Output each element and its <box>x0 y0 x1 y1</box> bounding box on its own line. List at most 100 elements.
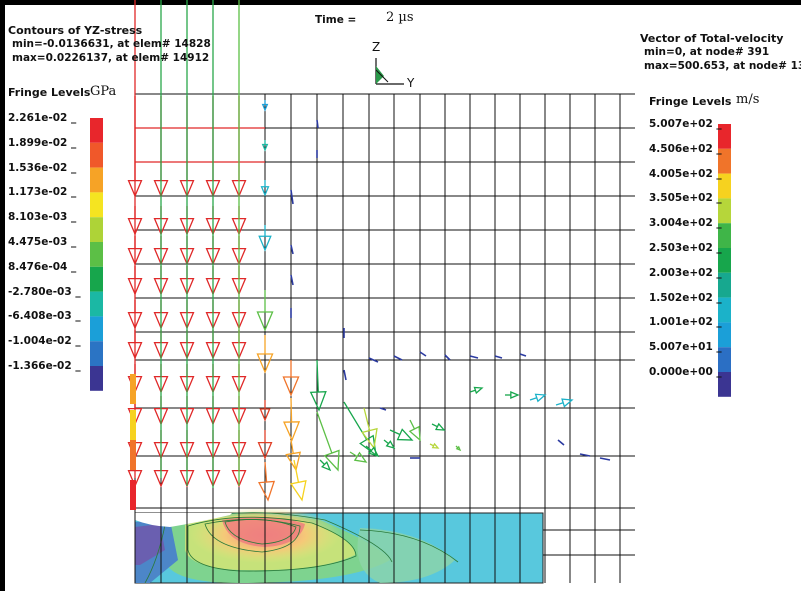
velocity-vector <box>290 274 294 286</box>
axis-triad <box>375 58 404 85</box>
vector-max: max=500.653, at node# 1339 <box>644 60 801 72</box>
velocity-vector <box>258 461 276 502</box>
left-legend-unit: GPa <box>90 84 117 99</box>
legend-level-label: 1.001e+02 _ <box>649 316 722 329</box>
velocity-vector <box>469 355 479 359</box>
velocity-vector <box>316 411 340 472</box>
velocity-vector <box>349 451 368 463</box>
velocity-vector <box>389 428 414 441</box>
velocity-vector <box>379 407 387 411</box>
legend-color-swatch <box>718 124 731 149</box>
legend-level-label: 8.476e-04 _ <box>8 260 77 273</box>
velocity-vector <box>455 445 462 452</box>
legend-level-label: 3.004e+02 _ <box>649 217 722 230</box>
legend-color-swatch <box>90 242 103 267</box>
edge-fringe-mark <box>130 374 136 404</box>
contour-title: Contours of YZ-stress <box>8 24 143 37</box>
legend-level-label: 0.000e+00 _ <box>649 366 722 378</box>
velocity-vector <box>258 225 272 252</box>
right-legend-title: Fringe Levels <box>649 95 732 108</box>
mesh-grid <box>134 93 635 583</box>
legend-level-label: 2.503e+02 _ <box>649 242 722 254</box>
vector-title: Vector of Total-velocity <box>640 32 784 45</box>
velocity-vector <box>519 353 527 357</box>
velocity-vector <box>579 453 591 457</box>
velocity-vector <box>316 119 319 129</box>
velocity-vector <box>393 355 403 361</box>
vector-min: min=0, at node# 391 <box>644 46 770 58</box>
velocity-legend-bar <box>718 124 731 397</box>
velocity-vector <box>343 401 377 457</box>
legend-level-label: 4.475e-03 _ <box>8 236 77 248</box>
velocity-vector <box>431 422 446 431</box>
velocity-vector <box>368 357 379 363</box>
legend-color-swatch <box>90 366 103 391</box>
velocity-vector <box>444 354 451 361</box>
velocity-vector <box>557 439 565 446</box>
time-label: Time = <box>315 14 357 26</box>
triad-z-label: Z <box>372 40 381 54</box>
velocity-vector <box>555 398 574 408</box>
legend-color-swatch <box>90 167 103 193</box>
legend-level-label: 3.505e+02 _ <box>649 192 722 205</box>
velocity-vector <box>361 407 378 450</box>
velocity-vector <box>529 393 547 403</box>
stress-contour-strip <box>134 507 544 584</box>
left-legend-title: Fringe Levels <box>8 86 91 99</box>
velocity-vector <box>365 445 380 458</box>
legend-color-swatch <box>718 322 731 348</box>
legend-level-label: 8.103e-03 _ <box>8 211 77 224</box>
velocity-vector <box>260 180 270 197</box>
legend-color-swatch <box>718 148 731 174</box>
velocity-vector <box>257 430 273 460</box>
velocity-vector <box>494 355 503 359</box>
edge-fringe-mark <box>130 410 136 440</box>
velocity-vector <box>383 439 396 450</box>
velocity-vector <box>290 189 294 205</box>
velocity-vector <box>599 457 611 461</box>
velocity-vector <box>309 359 327 412</box>
velocity-vector <box>343 369 347 381</box>
legend-level-label: 1.536e-02 _ <box>8 161 77 174</box>
velocity-vector <box>289 459 307 502</box>
legend-level-label: 5.007e+01 _ <box>649 341 722 354</box>
velocity-vector <box>256 335 274 374</box>
legend-level-label: -2.780e-03 _ <box>8 285 81 298</box>
velocity-vector <box>469 386 484 395</box>
velocity-vector <box>259 400 271 422</box>
triad-y-label: Y <box>407 76 415 90</box>
legend-level-label: -1.366e-02 _ <box>8 360 81 372</box>
legend-color-swatch <box>718 372 731 397</box>
legend-color-swatch <box>90 266 103 292</box>
legend-level-label: 4.506e+02 _ <box>649 142 722 155</box>
legend-level-label: 4.005e+02 _ <box>649 167 722 180</box>
legend-color-swatch <box>718 173 731 199</box>
velocity-vectors <box>127 0 611 510</box>
velocity-vector <box>283 397 301 442</box>
legend-color-swatch <box>90 118 103 143</box>
velocity-vector <box>285 439 302 472</box>
velocity-vector <box>261 140 269 152</box>
velocity-vector <box>282 360 300 397</box>
legend-color-swatch <box>90 291 103 317</box>
velocity-vector <box>429 442 440 449</box>
legend-color-swatch <box>718 198 731 224</box>
edge-fringe-mark <box>130 440 136 470</box>
legend-level-label: 5.007e+02 _ <box>649 118 722 130</box>
contour-max: max=0.0226137, at elem# 14912 <box>12 52 210 64</box>
legend-color-swatch <box>90 217 103 242</box>
contour-min: min=-0.0136631, at elem# 14828 <box>12 38 211 50</box>
edge-fringe-mark <box>130 480 136 510</box>
legend-level-label: -1.004e-02 _ <box>8 335 81 348</box>
legend-color-swatch <box>718 272 731 298</box>
legend-level-label: 2.003e+02 _ <box>649 266 722 279</box>
right-legend-unit: m/s <box>736 92 760 107</box>
legend-color-swatch <box>90 192 103 218</box>
legend-color-swatch <box>90 341 103 366</box>
velocity-vector <box>319 459 332 472</box>
legend-level-label: 1.502e+02 _ <box>649 291 722 304</box>
legend-level-label: 1.173e-02 _ <box>8 186 77 199</box>
time-value: 2 µs <box>386 10 414 25</box>
